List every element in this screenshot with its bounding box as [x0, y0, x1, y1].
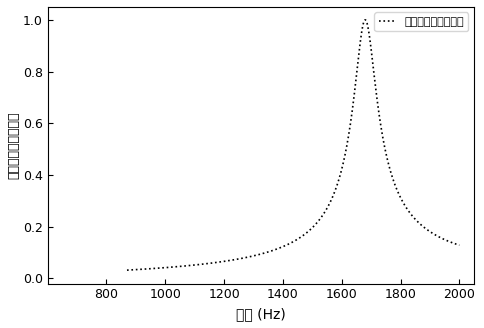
- 归一化后的光声信号: [456, 243, 462, 247]
- 归一化后的光声信号: [124, 268, 130, 272]
- 归一化后的光声信号: [340, 161, 346, 165]
- X-axis label: 频率 (Hz): 频率 (Hz): [236, 307, 286, 321]
- Y-axis label: 归一化后的光声信号: 归一化后的光声信号: [7, 112, 20, 179]
- 归一化后的光声信号: [184, 264, 190, 268]
- 归一化后的光声信号: [323, 208, 329, 212]
- 归一化后的光声信号: [397, 195, 403, 199]
- Line: 归一化后的光声信号: 归一化后的光声信号: [127, 20, 459, 270]
- 归一化后的光声信号: [372, 81, 378, 85]
- 归一化后的光声信号: [363, 18, 368, 22]
- Legend: 归一化后的光声信号: 归一化后的光声信号: [375, 12, 469, 31]
- 归一化后的光声信号: [251, 254, 257, 258]
